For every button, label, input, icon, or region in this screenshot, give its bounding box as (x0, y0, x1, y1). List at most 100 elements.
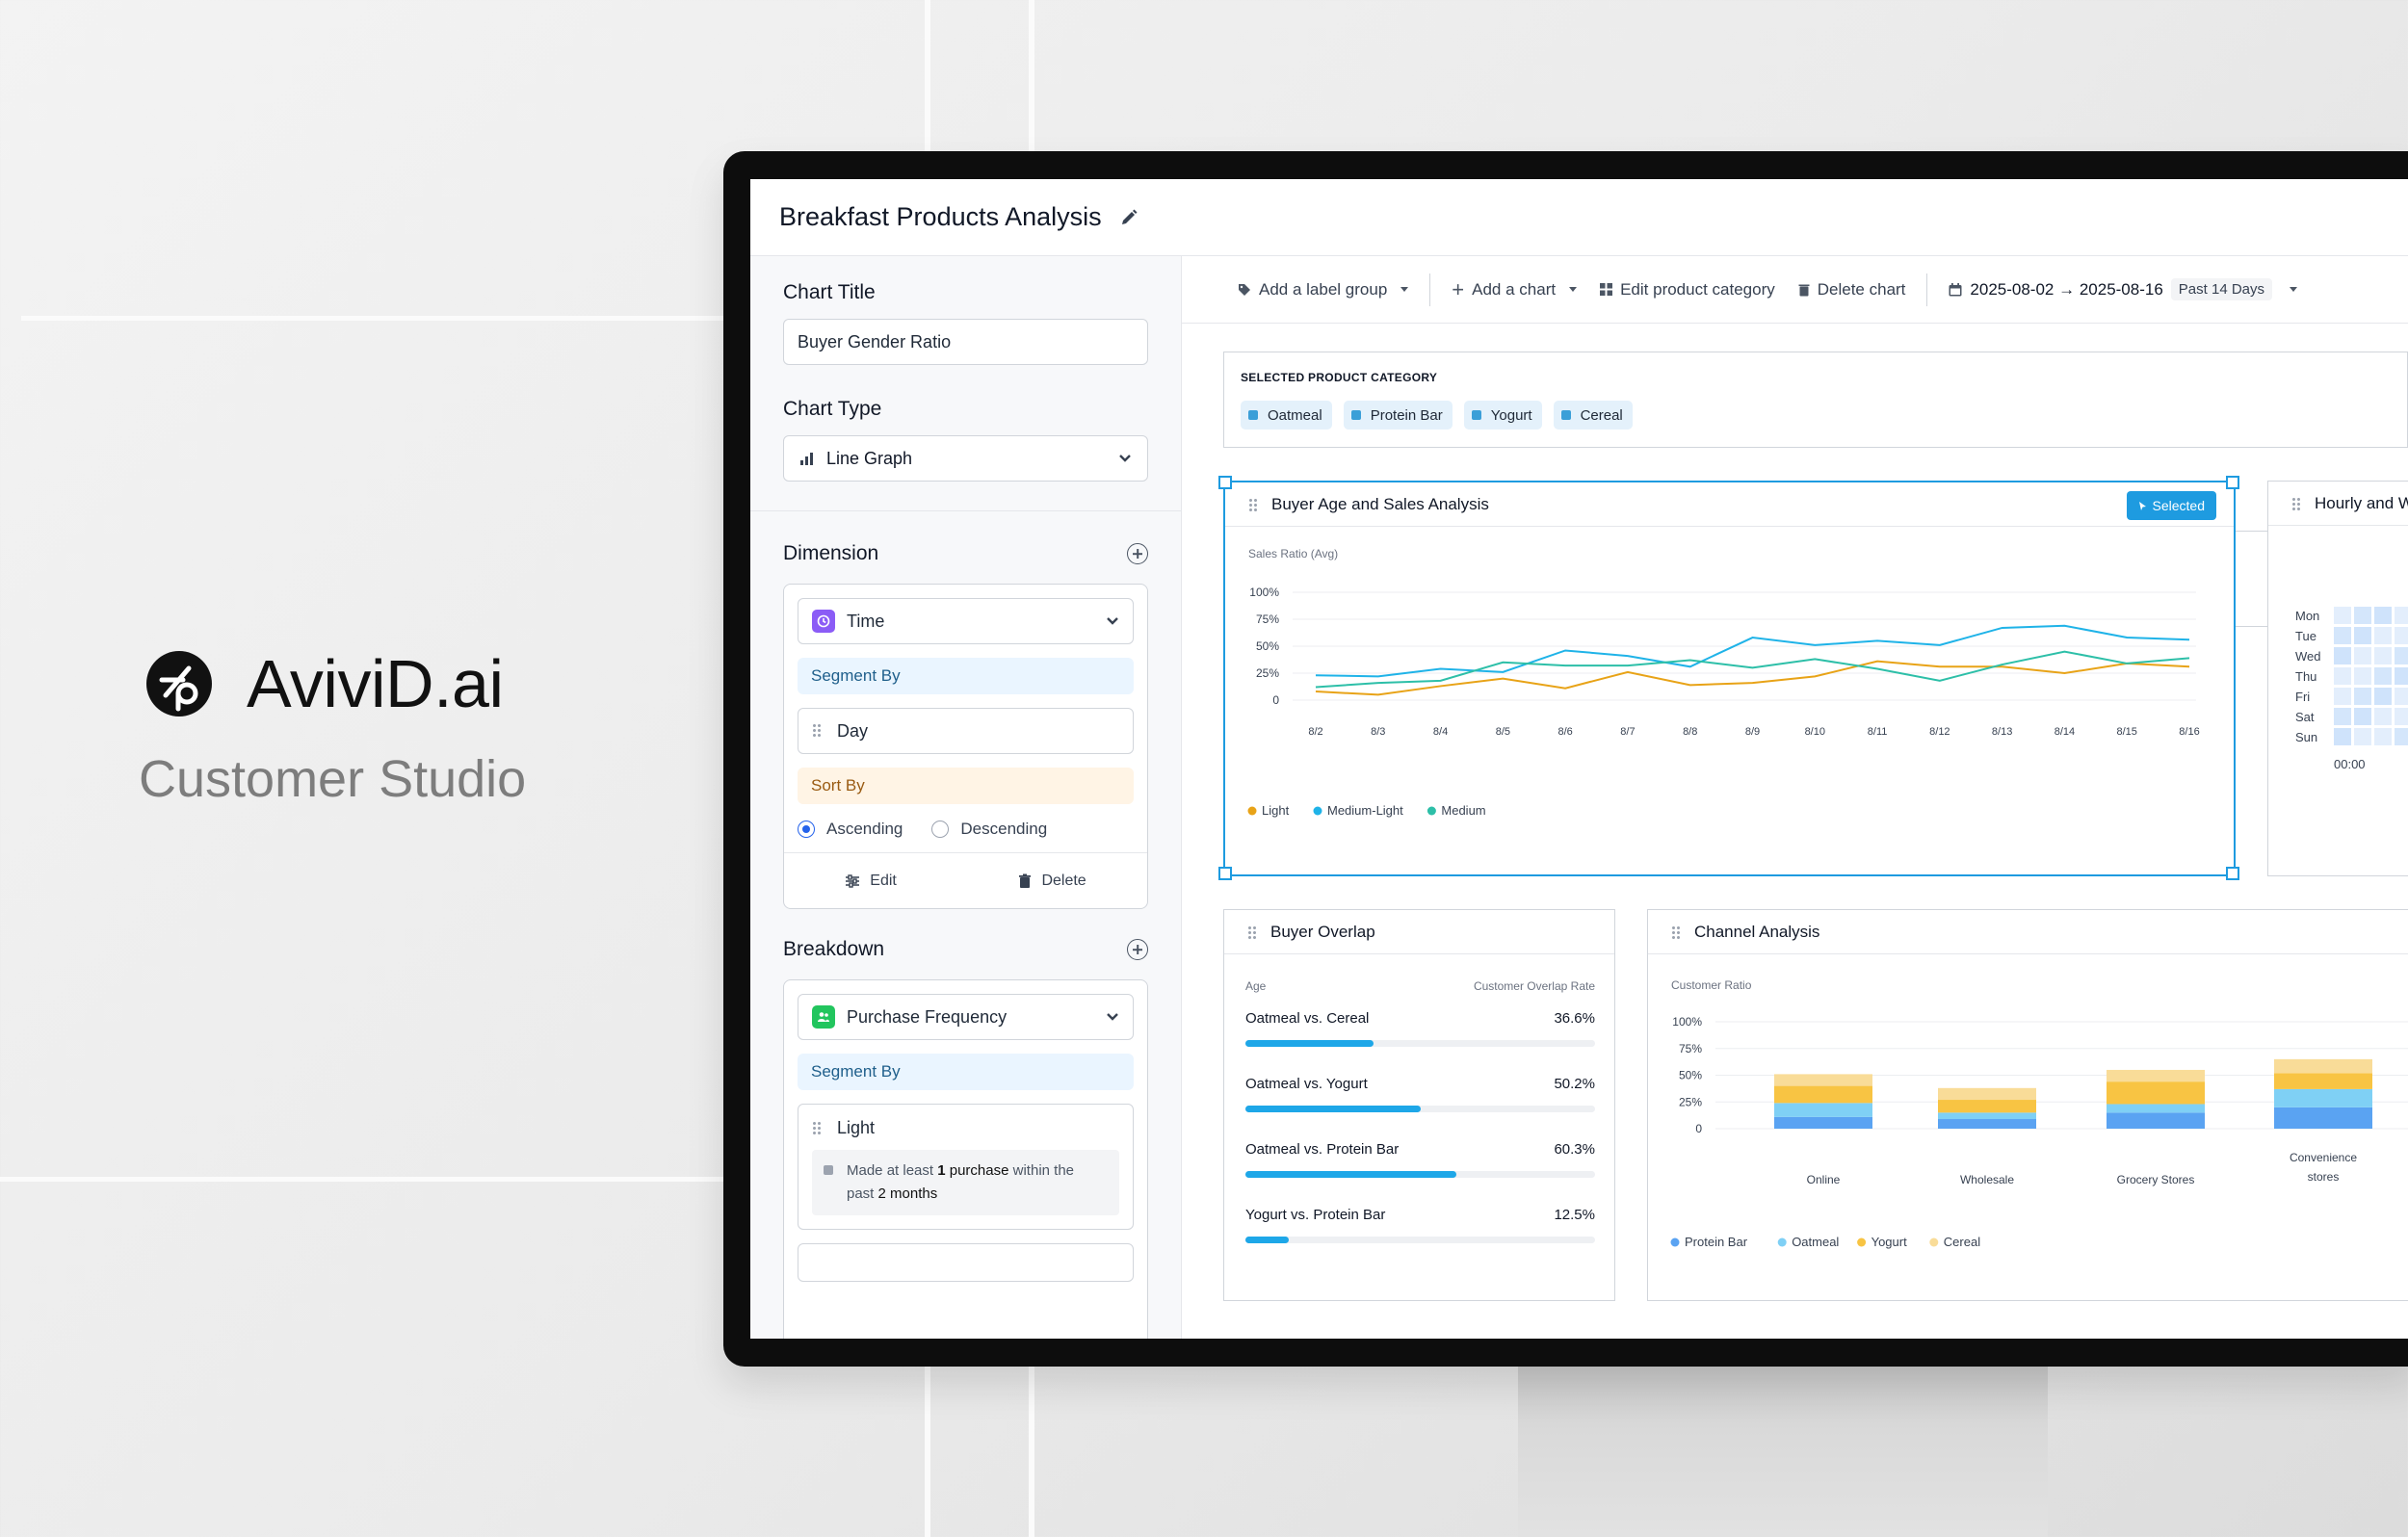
heatmap-cell[interactable] (2354, 607, 2371, 624)
heatmap-panel[interactable]: Hourly and W Mon Tue Wed Thu Fri Sat Sun 00:00 (2267, 481, 2408, 876)
heatmap-cell[interactable] (2395, 647, 2408, 664)
x-tick-label: 8/15 (2117, 726, 2137, 738)
channel-analysis-panel[interactable]: Channel Analysis Customer Ratio 0 25% 50% 75… (1647, 909, 2408, 1301)
breakdown-field-select[interactable]: Purchase Frequency (798, 994, 1134, 1040)
edit-pencil-icon[interactable] (1119, 208, 1139, 227)
drag-handle-icon[interactable] (1671, 925, 1681, 939)
heatmap-cell[interactable] (2374, 627, 2392, 644)
category-chips: Oatmeal Protein Bar Yogurt Cereal (1241, 401, 1644, 430)
stacked-bar-segment (2107, 1104, 2205, 1113)
overlap-row: Oatmeal vs. Cereal 36.6% (1245, 1010, 1595, 1047)
drag-handle-icon[interactable] (1247, 925, 1257, 939)
heatmap-title: Hourly and W (2315, 493, 2408, 512)
dimension-label: Dimension (783, 542, 879, 564)
add-chart-button[interactable]: + Add a chart (1440, 278, 1588, 300)
heatmap-cell[interactable] (2334, 607, 2351, 624)
descending-radio[interactable] (931, 821, 950, 838)
edit-button[interactable]: Edit (845, 873, 897, 890)
chart-settings-panel: Chart Title Buyer Gender Ratio Chart Typ… (750, 256, 1182, 1339)
segment-item-day[interactable]: Day (798, 708, 1134, 754)
resize-handle-tl[interactable] (1218, 476, 1232, 489)
selected-badge[interactable]: Selected (2126, 491, 2216, 520)
heatmap-cell[interactable] (2334, 708, 2351, 725)
category-chip[interactable]: Cereal (1553, 401, 1633, 430)
edit-category-button[interactable]: Edit product category (1588, 280, 1787, 300)
heatmap-cell[interactable] (2374, 728, 2392, 745)
segment-item-light[interactable]: Light Made at least 1 purchase within th… (798, 1104, 1134, 1230)
drag-handle-icon[interactable] (812, 723, 822, 739)
heatmap-day-label: Thu (2295, 669, 2317, 684)
drag-handle-icon[interactable] (2291, 496, 2301, 510)
toolbar-divider (1429, 273, 1431, 306)
add-label-group-button[interactable]: Add a label group (1226, 280, 1420, 300)
heatmap-cell[interactable] (2334, 728, 2351, 745)
line-chart-panel[interactable]: Buyer Age and Sales Analysis Selected Sa… (1223, 481, 2236, 876)
ascending-radio[interactable] (798, 821, 815, 838)
chart-type-label: Chart Type (783, 398, 882, 420)
avivid-logo-icon (146, 651, 212, 716)
buyer-overlap-header: Buyer Overlap (1224, 910, 1614, 954)
heatmap-cell[interactable] (2374, 647, 2392, 664)
resize-handle-tr[interactable] (2226, 476, 2239, 489)
overlap-row-value: 60.3% (1554, 1141, 1595, 1158)
heatmap-cell[interactable] (2354, 708, 2371, 725)
segment-item-partial[interactable] (798, 1243, 1134, 1282)
chart-title-input[interactable]: Buyer Gender Ratio (783, 319, 1148, 365)
heatmap-cell[interactable] (2354, 667, 2371, 685)
heatmap-cell[interactable] (2354, 647, 2371, 664)
heatmap-cell[interactable] (2354, 728, 2371, 745)
overlap-col-left: Age (1245, 979, 1267, 993)
heatmap-cell[interactable] (2395, 728, 2408, 745)
resize-handle-bl[interactable] (1218, 867, 1232, 880)
drag-handle-icon[interactable] (812, 1120, 822, 1136)
heatmap-cell[interactable] (2354, 688, 2371, 705)
heatmap-cell[interactable] (2334, 627, 2351, 644)
category-chip[interactable]: Yogurt (1463, 401, 1542, 430)
heatmap-cell[interactable] (2354, 627, 2371, 644)
breakdown-segment-by-label: Segment By (798, 1054, 1134, 1090)
sliders-icon (846, 873, 860, 888)
selected-badge-label: Selected (2152, 498, 2205, 513)
x-tick-label: 8/11 (1868, 726, 1888, 738)
delete-chart-button[interactable]: Delete chart (1787, 280, 1918, 300)
heatmap-cell[interactable] (2334, 667, 2351, 685)
y-tick-label: 100% (1672, 1015, 1702, 1029)
series-line (1315, 660, 2190, 696)
category-chip[interactable]: Protein Bar (1343, 401, 1453, 430)
date-range-picker[interactable]: 2025-08-02 → 2025-08-16 Past 14 Days (1937, 278, 2309, 300)
heatmap-cell[interactable] (2334, 647, 2351, 664)
heatmap-cell[interactable] (2374, 688, 2392, 705)
add-breakdown-icon[interactable] (1127, 939, 1148, 960)
svg-text:Oatmeal: Oatmeal (1792, 1235, 1839, 1249)
add-dimension-icon[interactable] (1127, 543, 1148, 564)
overlap-bar-fill (1245, 1040, 1374, 1047)
heatmap-cell[interactable] (2395, 607, 2408, 624)
overlap-bar-fill (1245, 1106, 1422, 1112)
dimension-field-select[interactable]: Time (798, 598, 1134, 644)
heatmap-cell[interactable] (2374, 667, 2392, 685)
heatmap-cell[interactable] (2395, 667, 2408, 685)
line-chart: Sales Ratio (Avg) 0 25% 50% 75% 100% 8/2 8/3 8/4… (1247, 547, 2200, 818)
delete-button[interactable]: Delete (1018, 873, 1086, 890)
heatmap-cell[interactable] (2395, 708, 2408, 725)
bar-chart-icon (800, 453, 813, 465)
chart-type-select[interactable]: Line Graph (783, 435, 1148, 482)
bg-line-vert-3 (925, 1367, 930, 1537)
app-header: Breakfast Products Analysis (750, 179, 2408, 256)
caret-down-icon (1400, 287, 1409, 292)
svg-text:Medium: Medium (1441, 803, 1485, 818)
heatmap-cell[interactable] (2374, 708, 2392, 725)
drag-handle-icon[interactable] (1248, 497, 1258, 511)
stacked-bar-segment (1938, 1112, 2036, 1120)
trash-icon (1019, 873, 1032, 888)
y-tick-label: 25% (1256, 666, 1279, 680)
heatmap-cell[interactable] (2374, 607, 2392, 624)
heatmap-day-label: Mon (2295, 609, 2320, 623)
buyer-overlap-panel[interactable]: Buyer Overlap Age Customer Overlap Rate … (1223, 909, 1615, 1301)
heatmap-cell[interactable] (2395, 627, 2408, 644)
heatmap-cell[interactable] (2334, 688, 2351, 705)
resize-handle-br[interactable] (2226, 867, 2239, 880)
heatmap-cell[interactable] (2395, 688, 2408, 705)
category-chip[interactable]: Oatmeal (1241, 401, 1332, 430)
brand-name: AviviD.ai (247, 646, 504, 721)
